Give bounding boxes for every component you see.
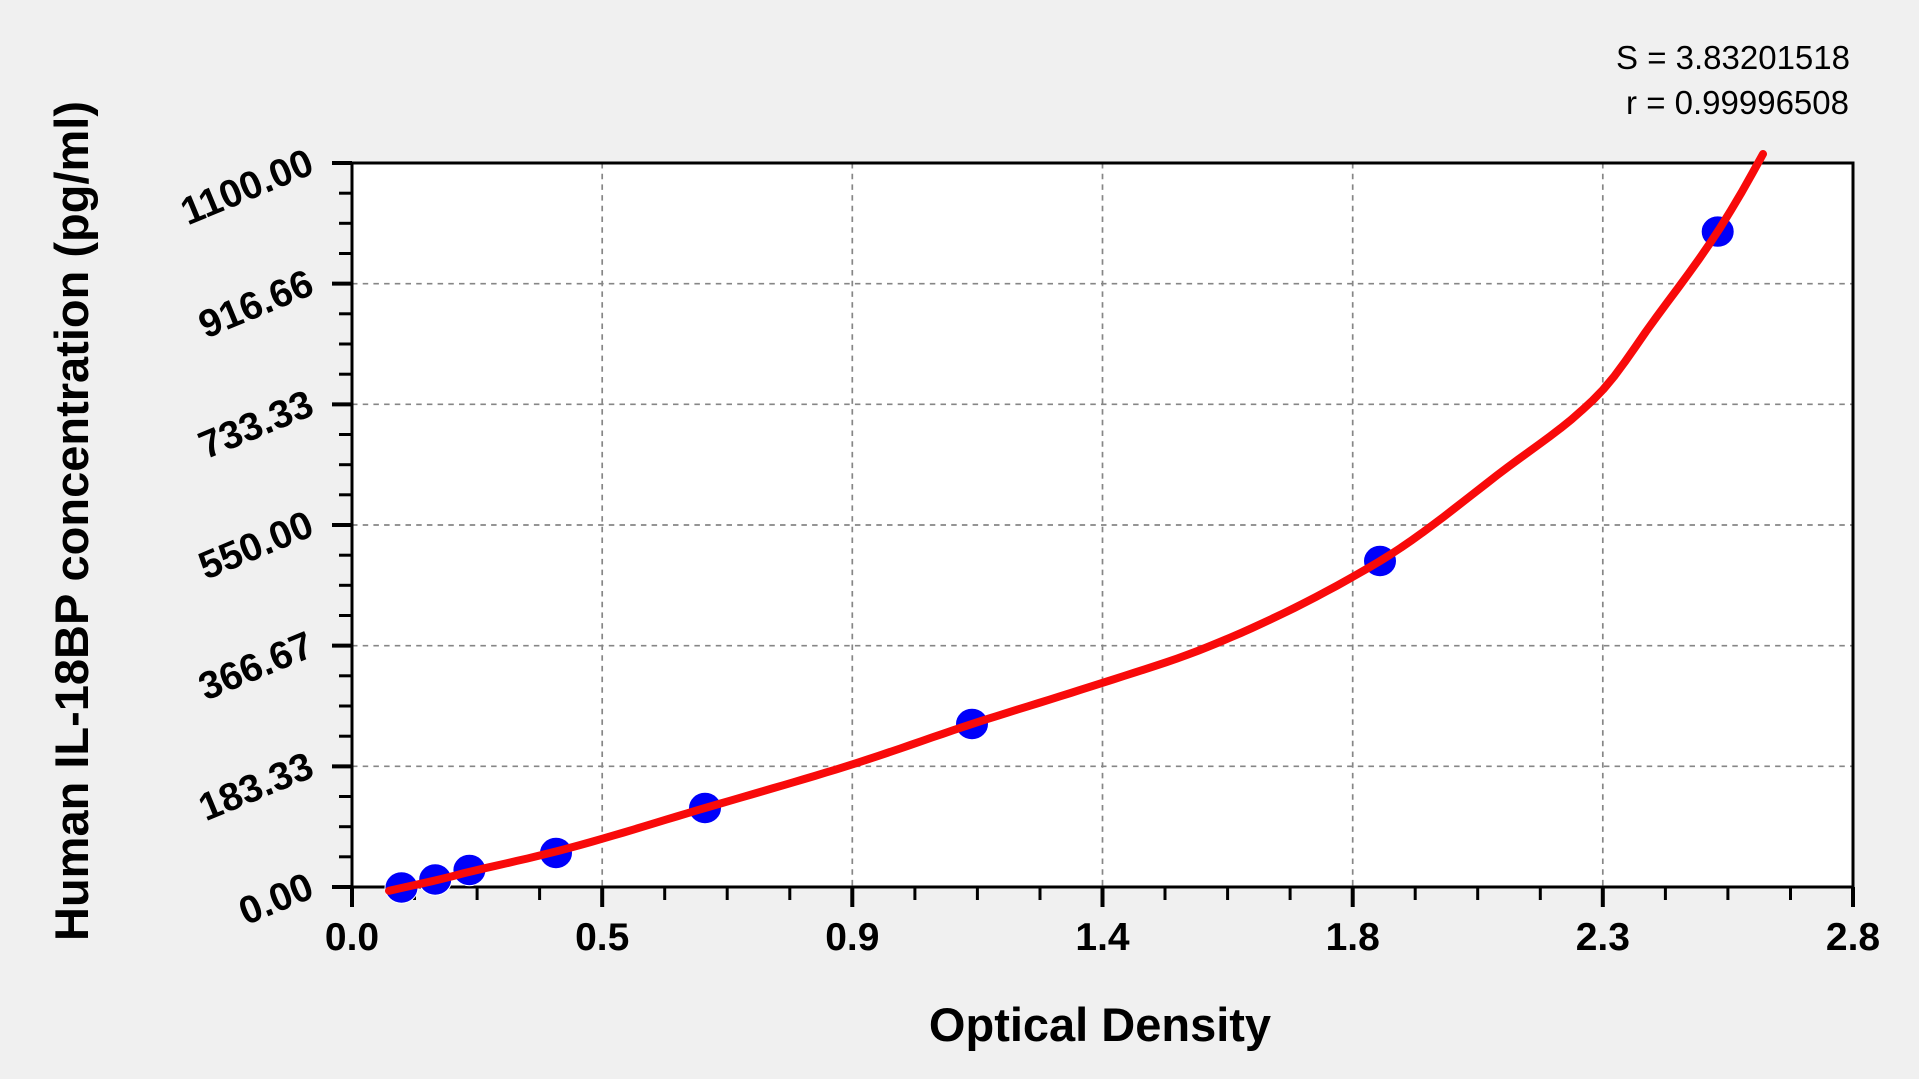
svg-text:Human IL-18BP concentration (p: Human IL-18BP concentration (pg/ml) [45,101,98,941]
svg-text:1.4: 1.4 [1075,916,1130,959]
svg-text:r = 0.99996508: r = 0.99996508 [1626,84,1849,121]
svg-text:2.8: 2.8 [1826,916,1880,959]
svg-text:1.8: 1.8 [1326,916,1380,959]
svg-text:0.0: 0.0 [325,916,379,959]
svg-text:0.5: 0.5 [575,916,629,959]
svg-text:0.9: 0.9 [825,916,879,959]
svg-text:Optical Density: Optical Density [929,998,1271,1051]
svg-text:2.3: 2.3 [1576,916,1630,959]
svg-text:S = 3.83201518: S = 3.83201518 [1616,39,1850,76]
